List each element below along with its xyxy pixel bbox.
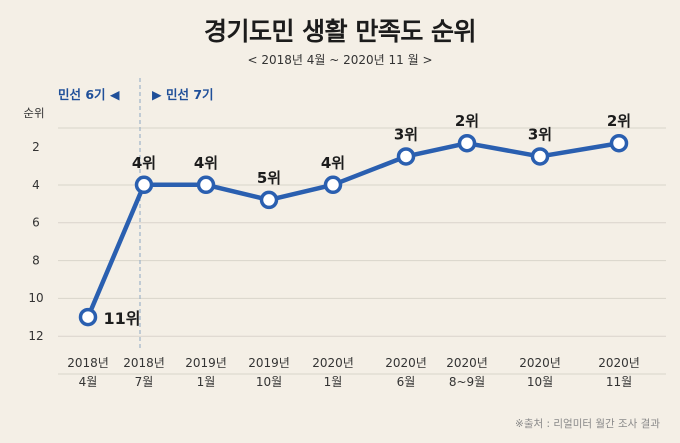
data-point [78,307,98,327]
data-point [396,147,416,166]
x-tick-label-month: 8~9월 [449,375,485,389]
x-tick-label-month: 10월 [527,375,553,389]
x-tick-label-year: 2020년 [446,356,488,370]
data-label: 2위 [455,112,479,130]
data-point [530,147,550,166]
data-label: 4위 [132,154,156,172]
data-label: 2위 [607,112,631,130]
x-tick-label-year: 2020년 [385,356,427,370]
data-label: 5위 [257,169,281,187]
x-tick-label-year: 2019년 [185,356,227,370]
source-note: ※출처 : 리얼미터 월간 조사 결과 [515,418,660,430]
x-tick-label-year: 2020년 [598,356,640,370]
x-tick-label-month: 11월 [606,375,632,389]
data-label: 3위 [528,125,552,143]
y-tick-label: 8 [32,253,40,267]
data-point [134,175,154,195]
data-point [609,133,629,153]
data-point [457,133,477,153]
data-label: 11위 [104,309,141,328]
y-axis-title: 순위 [23,106,44,120]
x-tick-label-month: 1월 [197,375,216,389]
x-tick-label-year: 2018년 [123,356,165,370]
y-tick-label: 4 [32,178,40,192]
era-label-6th-term: 민선 6기 ◀ [58,87,120,102]
data-point [259,190,279,210]
x-tick-label-year: 2019년 [248,356,290,370]
x-tick-label-month: 6월 [397,375,416,389]
x-tick-label-month: 7월 [135,375,154,389]
y-tick-label: 2 [32,140,40,154]
y-tick-label: 6 [32,216,40,230]
series-line [85,140,622,320]
x-tick-label-year: 2020년 [312,356,354,370]
data-point [196,175,216,195]
data-point [323,175,343,195]
date-range-subtitle: < 2018년 4월 ~ 2020년 11 월 > [247,53,433,67]
y-tick-label: 12 [28,329,43,343]
data-label: 4위 [194,154,218,172]
data-label: 3위 [394,125,418,143]
x-tick-label-year: 2018년 [67,356,109,370]
era-label-7th-term: ▶ 민선 7기 [152,87,214,102]
page-title: 경기도민 생활 만족도 순위 [203,17,477,46]
x-tick-label-year: 2020년 [519,356,561,370]
x-tick-label-month: 1월 [324,375,343,389]
y-tick-label: 10 [28,291,43,305]
data-label: 4위 [321,154,345,172]
x-tick-label-month: 4월 [79,375,98,389]
x-tick-label-month: 10월 [256,375,282,389]
